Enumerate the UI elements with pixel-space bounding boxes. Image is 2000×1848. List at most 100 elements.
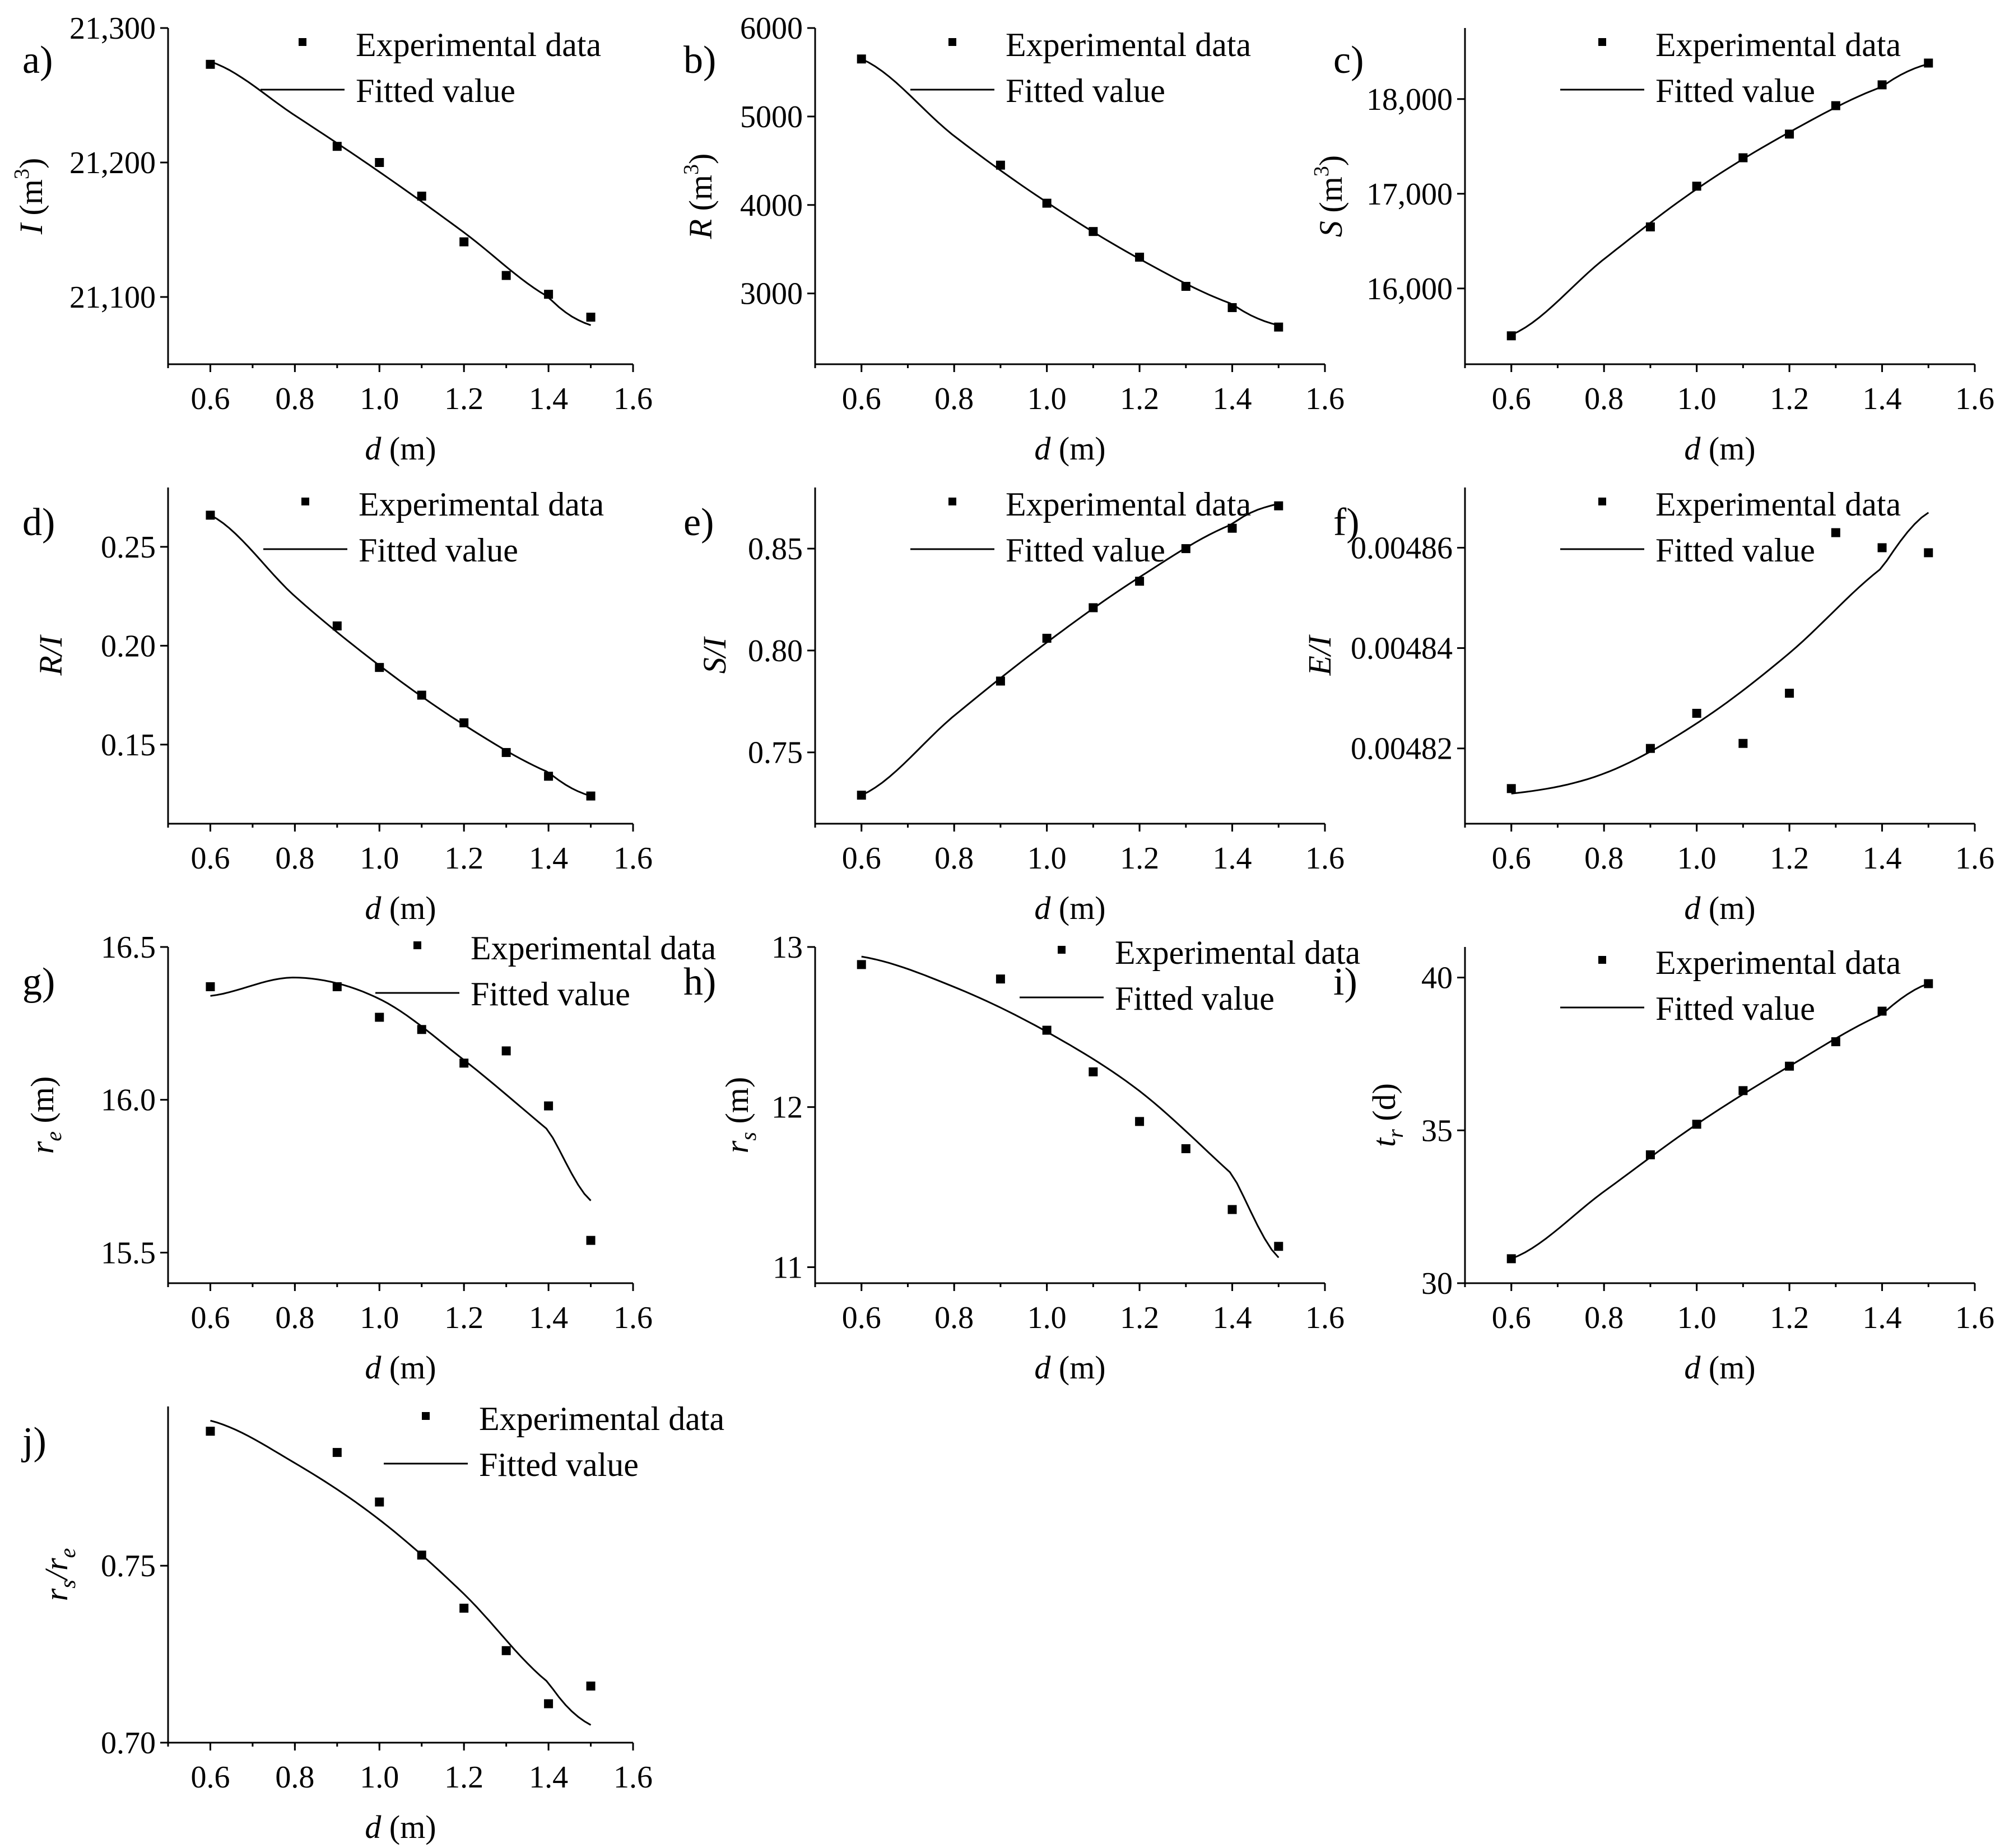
experimental-point xyxy=(1831,528,1840,537)
legend-marker xyxy=(422,1412,430,1420)
x-axis-title: d (m) xyxy=(1034,430,1105,467)
experimental-point xyxy=(1089,1067,1098,1076)
y-tick-label: 21,200 xyxy=(69,146,156,180)
x-tick-label: 0.6 xyxy=(190,382,230,416)
experimental-point xyxy=(417,1025,426,1034)
x-tick-label: 1.2 xyxy=(1770,841,1809,876)
legend-experimental: Experimental data xyxy=(471,930,716,967)
chart-panel-b: 0.6 0.8 1.0 1.2 1.4 1.6 3000 4000 5000 6000 d (m) R… xyxy=(680,11,1345,467)
experimental-point xyxy=(996,676,1005,686)
experimental-point xyxy=(332,142,342,151)
x-tick-label: 1.6 xyxy=(613,1301,653,1335)
chart-panel-d: 0.6 0.8 1.0 1.2 1.4 1.6 0.15 0.20 0.25 d (m) R/I d)… xyxy=(22,486,653,926)
x-tick-label: 0.8 xyxy=(934,841,974,876)
experimental-point xyxy=(375,1497,384,1507)
experimental-point xyxy=(996,974,1005,984)
x-tick-label: 1.6 xyxy=(1305,1301,1345,1335)
panel-letter: g) xyxy=(22,960,55,1004)
legend-experimental: Experimental data xyxy=(359,486,604,523)
y-axis-title: R/I xyxy=(32,634,69,676)
x-tick-label: 1.0 xyxy=(1677,382,1717,416)
experimental-point xyxy=(459,718,469,727)
x-axis-title: d (m) xyxy=(365,1809,436,1845)
experimental-point xyxy=(1738,739,1748,748)
x-tick-label: 0.8 xyxy=(275,1760,314,1795)
legend-fitted: Fitted value xyxy=(1655,990,1815,1027)
x-axis-title: d (m) xyxy=(365,1349,436,1386)
legend-fitted: Fitted value xyxy=(1655,532,1815,569)
experimental-point xyxy=(206,982,215,991)
experimental-point xyxy=(332,621,342,631)
x-tick-label: 1.2 xyxy=(444,1301,483,1335)
experimental-point xyxy=(1645,744,1655,753)
fitted-curve xyxy=(861,58,1279,326)
experimental-point xyxy=(1738,1086,1748,1095)
experimental-point xyxy=(1135,1117,1145,1126)
x-tick-label: 1.4 xyxy=(529,1760,568,1795)
legend-fitted: Fitted value xyxy=(1006,72,1165,109)
experimental-point xyxy=(544,1699,554,1708)
x-tick-label: 1.6 xyxy=(613,841,653,876)
x-tick-label: 1.6 xyxy=(613,1760,653,1795)
x-tick-label: 1.0 xyxy=(1027,1301,1067,1335)
y-tick-label: 15.5 xyxy=(101,1236,156,1270)
y-axis-title: I (m3) xyxy=(10,158,49,235)
panel-letter: h) xyxy=(683,960,716,1004)
experimental-point xyxy=(1042,198,1052,208)
y-tick-label: 12 xyxy=(771,1090,803,1125)
experimental-point xyxy=(544,772,554,781)
panel-letter: b) xyxy=(683,39,716,82)
legend-marker xyxy=(299,38,306,46)
y-tick-label: 16.5 xyxy=(101,930,156,965)
legend-experimental: Experimental data xyxy=(1115,934,1360,971)
x-tick-label: 0.6 xyxy=(190,1760,230,1795)
y-tick-label: 6000 xyxy=(740,11,803,46)
experimental-point xyxy=(375,663,384,672)
y-tick-label: 0.85 xyxy=(748,532,803,567)
y-tick-label: 18,000 xyxy=(1366,82,1453,117)
legend-marker xyxy=(1598,956,1606,964)
x-tick-label: 0.8 xyxy=(934,382,974,416)
x-tick-label: 0.6 xyxy=(842,1301,881,1335)
panel-letter: f) xyxy=(1333,501,1360,544)
experimental-point xyxy=(1831,1037,1840,1047)
x-tick-label: 1.4 xyxy=(529,841,568,876)
experimental-point xyxy=(1785,689,1794,698)
experimental-point xyxy=(1089,227,1098,236)
x-tick-label: 1.0 xyxy=(360,841,399,876)
fitted-curve xyxy=(861,955,1280,1259)
y-tick-label: 3000 xyxy=(740,277,803,312)
legend-marker xyxy=(301,498,309,505)
legend-experimental: Experimental data xyxy=(1006,486,1251,523)
legend-experimental: Experimental data xyxy=(356,26,601,63)
experimental-point xyxy=(586,791,596,801)
experimental-point xyxy=(459,1604,469,1613)
x-tick-label: 0.8 xyxy=(934,1301,974,1335)
y-tick-label: 4000 xyxy=(740,188,803,223)
x-tick-label: 1.4 xyxy=(529,382,568,416)
chart-panel-g: 0.6 0.8 1.0 1.2 1.4 1.6 15.5 16.0 16.5 d (m) re​ (… xyxy=(22,930,716,1386)
x-tick-label: 0.8 xyxy=(1584,382,1624,416)
legend-fitted: Fitted value xyxy=(1655,72,1815,109)
legend-experimental: Experimental data xyxy=(1655,944,1901,981)
x-tick-label: 0.8 xyxy=(1584,841,1624,876)
x-tick-label: 0.8 xyxy=(275,1301,314,1335)
experimental-point xyxy=(996,160,1005,170)
experimental-point xyxy=(206,510,215,520)
x-tick-label: 1.0 xyxy=(1027,841,1067,876)
y-tick-label: 11 xyxy=(773,1250,803,1285)
y-axis-title: tr​ (d) xyxy=(1366,1083,1408,1147)
panel-letter: c) xyxy=(1333,39,1364,82)
y-tick-label: 13 xyxy=(771,930,803,965)
experimental-point xyxy=(1135,252,1145,262)
y-tick-label: 0.70 xyxy=(101,1726,156,1761)
experimental-point xyxy=(1692,1120,1701,1129)
experimental-point xyxy=(1924,979,1933,988)
x-tick-label: 1.6 xyxy=(1955,382,1994,416)
y-tick-label: 0.20 xyxy=(101,629,156,663)
fitted-curve xyxy=(1511,512,1929,795)
y-axis-title: S (m3) xyxy=(1310,155,1349,237)
experimental-point xyxy=(417,690,426,700)
experimental-point xyxy=(857,960,866,969)
